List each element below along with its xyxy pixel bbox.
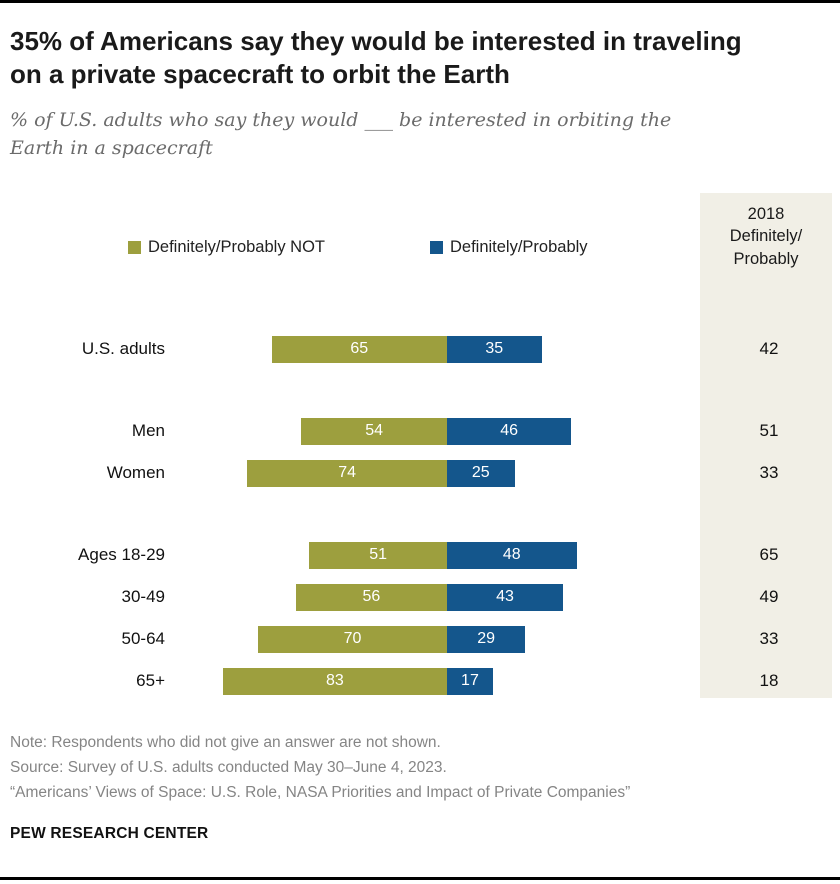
side-value-2018: 18 xyxy=(759,671,779,691)
bar-rows: U.S. adults 65 35 42 Men 54 46 51 Women 74 25 33 Age… xyxy=(0,328,840,702)
bar-area: 83 17 xyxy=(175,667,700,695)
legend-item-yes: Definitely/Probably xyxy=(429,238,588,257)
report-title-line: “Americans’ Views of Space: U.S. Role, N… xyxy=(10,784,631,802)
category-label: Ages 18-29 xyxy=(78,545,165,565)
bar-area: 54 46 xyxy=(175,417,700,445)
bar-segment-not: 70 xyxy=(258,625,447,653)
bar-area: 74 25 xyxy=(175,459,700,487)
bar-segment-yes: 17 xyxy=(447,667,493,695)
top-rule xyxy=(0,0,840,3)
chart-row: 30-49 56 43 49 xyxy=(0,576,840,618)
side-panel-header: 2018 Definitely/ Probably xyxy=(729,205,803,268)
legend-swatch-icon xyxy=(429,241,443,255)
side-value-2018: 49 xyxy=(759,587,779,607)
chart-area: 2018 Definitely/ Probably Definitely/Pro… xyxy=(0,178,840,718)
chart-row: U.S. adults 65 35 42 xyxy=(0,328,840,370)
bar-segment-yes: 46 xyxy=(447,417,572,445)
legend-swatch-icon xyxy=(128,241,141,255)
side-value-2018: 65 xyxy=(759,545,779,565)
side-value-2018: 33 xyxy=(759,463,779,483)
legend-label: Definitely/Probably NOT xyxy=(148,238,325,257)
chart-subtitle: % of U.S. adults who say they would ___ … xyxy=(10,109,672,159)
chart-row: Women 74 25 33 xyxy=(0,452,840,494)
chart-row: 65+ 83 17 18 xyxy=(0,660,840,702)
bar-segment-not: 51 xyxy=(309,541,447,569)
category-label: Women xyxy=(106,463,165,483)
footer-brand: PEW RESEARCH CENTER xyxy=(10,825,209,843)
category-label: 65+ xyxy=(136,671,165,691)
side-value-2018: 33 xyxy=(759,629,779,649)
bar-segment-yes: 29 xyxy=(447,625,526,653)
chart-legend: Definitely/Probably NOT Definitely/Probab… xyxy=(128,238,588,257)
bar-segment-not: 74 xyxy=(247,459,447,487)
source-line: Source: Survey of U.S. adults conducted … xyxy=(10,759,447,777)
bar-segment-not: 65 xyxy=(271,335,447,363)
bar-segment-yes: 43 xyxy=(447,583,564,611)
bar-area: 70 29 xyxy=(175,625,700,653)
side-value-2018: 42 xyxy=(759,339,779,359)
chart-row: Ages 18-29 51 48 65 xyxy=(0,534,840,576)
category-label: U.S. adults xyxy=(81,339,165,359)
legend-label: Definitely/Probably xyxy=(449,238,588,257)
bar-segment-yes: 48 xyxy=(447,541,577,569)
chart-row: Men 54 46 51 xyxy=(0,410,840,452)
bar-area: 51 48 xyxy=(175,541,700,569)
category-label: 50-64 xyxy=(121,629,165,649)
side-value-2018: 51 xyxy=(759,421,779,441)
bar-segment-not: 54 xyxy=(301,417,447,445)
legend-item-not: Definitely/Probably NOT xyxy=(128,238,325,257)
bottom-rule xyxy=(0,877,840,880)
bar-area: 65 35 xyxy=(175,335,700,363)
note-line: Note: Respondents who did not give an an… xyxy=(10,734,441,752)
bar-segment-yes: 25 xyxy=(447,459,515,487)
bar-segment-yes: 35 xyxy=(447,335,542,363)
page-title: 35% of Americans say they would be inter… xyxy=(10,26,742,90)
bar-area: 56 43 xyxy=(175,583,700,611)
notes-block: Note: Respondents who did not give an an… xyxy=(10,730,830,805)
bar-segment-not: 56 xyxy=(295,583,447,611)
side-panel-2018: 2018 Definitely/ Probably xyxy=(700,193,832,699)
category-label: 30-49 xyxy=(121,587,165,607)
category-label: Men xyxy=(131,421,165,441)
bar-segment-not: 83 xyxy=(222,667,447,695)
chart-row: 50-64 70 29 33 xyxy=(0,618,840,660)
